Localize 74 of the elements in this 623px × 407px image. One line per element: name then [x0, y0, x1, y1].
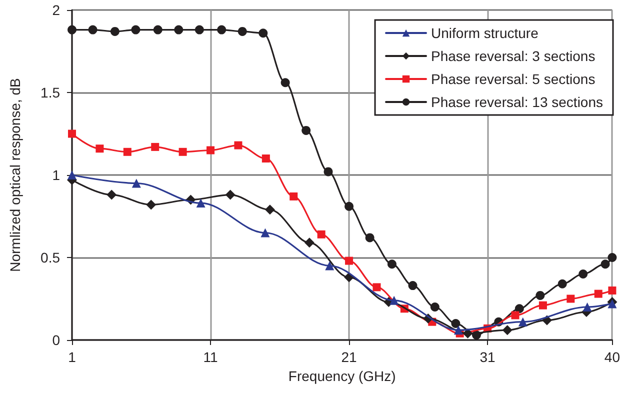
legend-label: Phase reversal: 3 sections	[431, 48, 596, 64]
y-axis-title: Normlized optical response, dB	[7, 78, 23, 272]
point	[518, 317, 528, 326]
y-tick-label: 0	[52, 332, 60, 348]
point	[325, 261, 334, 270]
point	[258, 28, 268, 38]
point	[372, 283, 381, 292]
point	[238, 26, 247, 36]
x-tick-label: 40	[604, 349, 620, 365]
x-tick-label: 31	[480, 349, 496, 365]
point	[558, 279, 567, 288]
point	[345, 256, 354, 265]
point	[68, 170, 76, 180]
point	[146, 200, 156, 210]
point	[153, 25, 162, 34]
point	[225, 190, 236, 200]
point	[234, 141, 242, 150]
point	[174, 25, 184, 34]
point	[280, 78, 290, 88]
point	[68, 130, 76, 138]
point	[344, 202, 354, 211]
x-tick-label: 11	[203, 349, 218, 365]
point	[110, 26, 120, 36]
point	[511, 311, 520, 320]
point	[88, 25, 98, 34]
x-tick-label: 1	[68, 349, 76, 365]
point	[317, 230, 326, 238]
point	[600, 260, 610, 269]
y-tick-label: 0.5	[40, 250, 60, 266]
point	[608, 253, 617, 262]
point	[260, 228, 270, 238]
point	[578, 270, 588, 278]
point	[387, 260, 396, 269]
point	[430, 302, 440, 312]
point	[131, 25, 140, 34]
point	[502, 325, 512, 336]
x-axis-title: Frequency (GHz)	[288, 368, 396, 384]
point	[304, 238, 314, 248]
y-tick-label: 1	[52, 167, 60, 183]
point	[217, 25, 226, 34]
point	[123, 148, 132, 156]
point	[514, 304, 524, 314]
point	[538, 301, 547, 310]
point	[132, 178, 141, 188]
y-tick-label: 2	[52, 2, 60, 18]
point	[68, 25, 76, 34]
point	[196, 198, 206, 208]
legend-label: Uniform structure	[431, 25, 539, 41]
point	[365, 233, 374, 242]
point	[594, 290, 602, 298]
point	[106, 190, 117, 200]
point	[390, 296, 399, 305]
point	[264, 204, 275, 215]
point	[96, 144, 104, 153]
point	[290, 192, 298, 200]
point	[194, 25, 204, 34]
point	[582, 302, 592, 312]
point	[324, 167, 333, 176]
point	[608, 286, 616, 294]
x-tick-label: 21	[341, 349, 358, 365]
point	[408, 281, 418, 290]
point	[151, 142, 160, 151]
point	[178, 148, 187, 156]
legend-label: Phase reversal: 5 sections	[431, 71, 596, 87]
point	[462, 328, 473, 338]
y-tick-label: 1.5	[40, 84, 60, 100]
point	[206, 146, 215, 154]
point	[262, 154, 270, 162]
point	[454, 326, 463, 335]
point	[302, 126, 311, 135]
point	[536, 290, 545, 300]
legend-label: Phase reversal: 13 sections	[431, 94, 604, 110]
point	[451, 319, 460, 328]
point	[566, 294, 575, 303]
